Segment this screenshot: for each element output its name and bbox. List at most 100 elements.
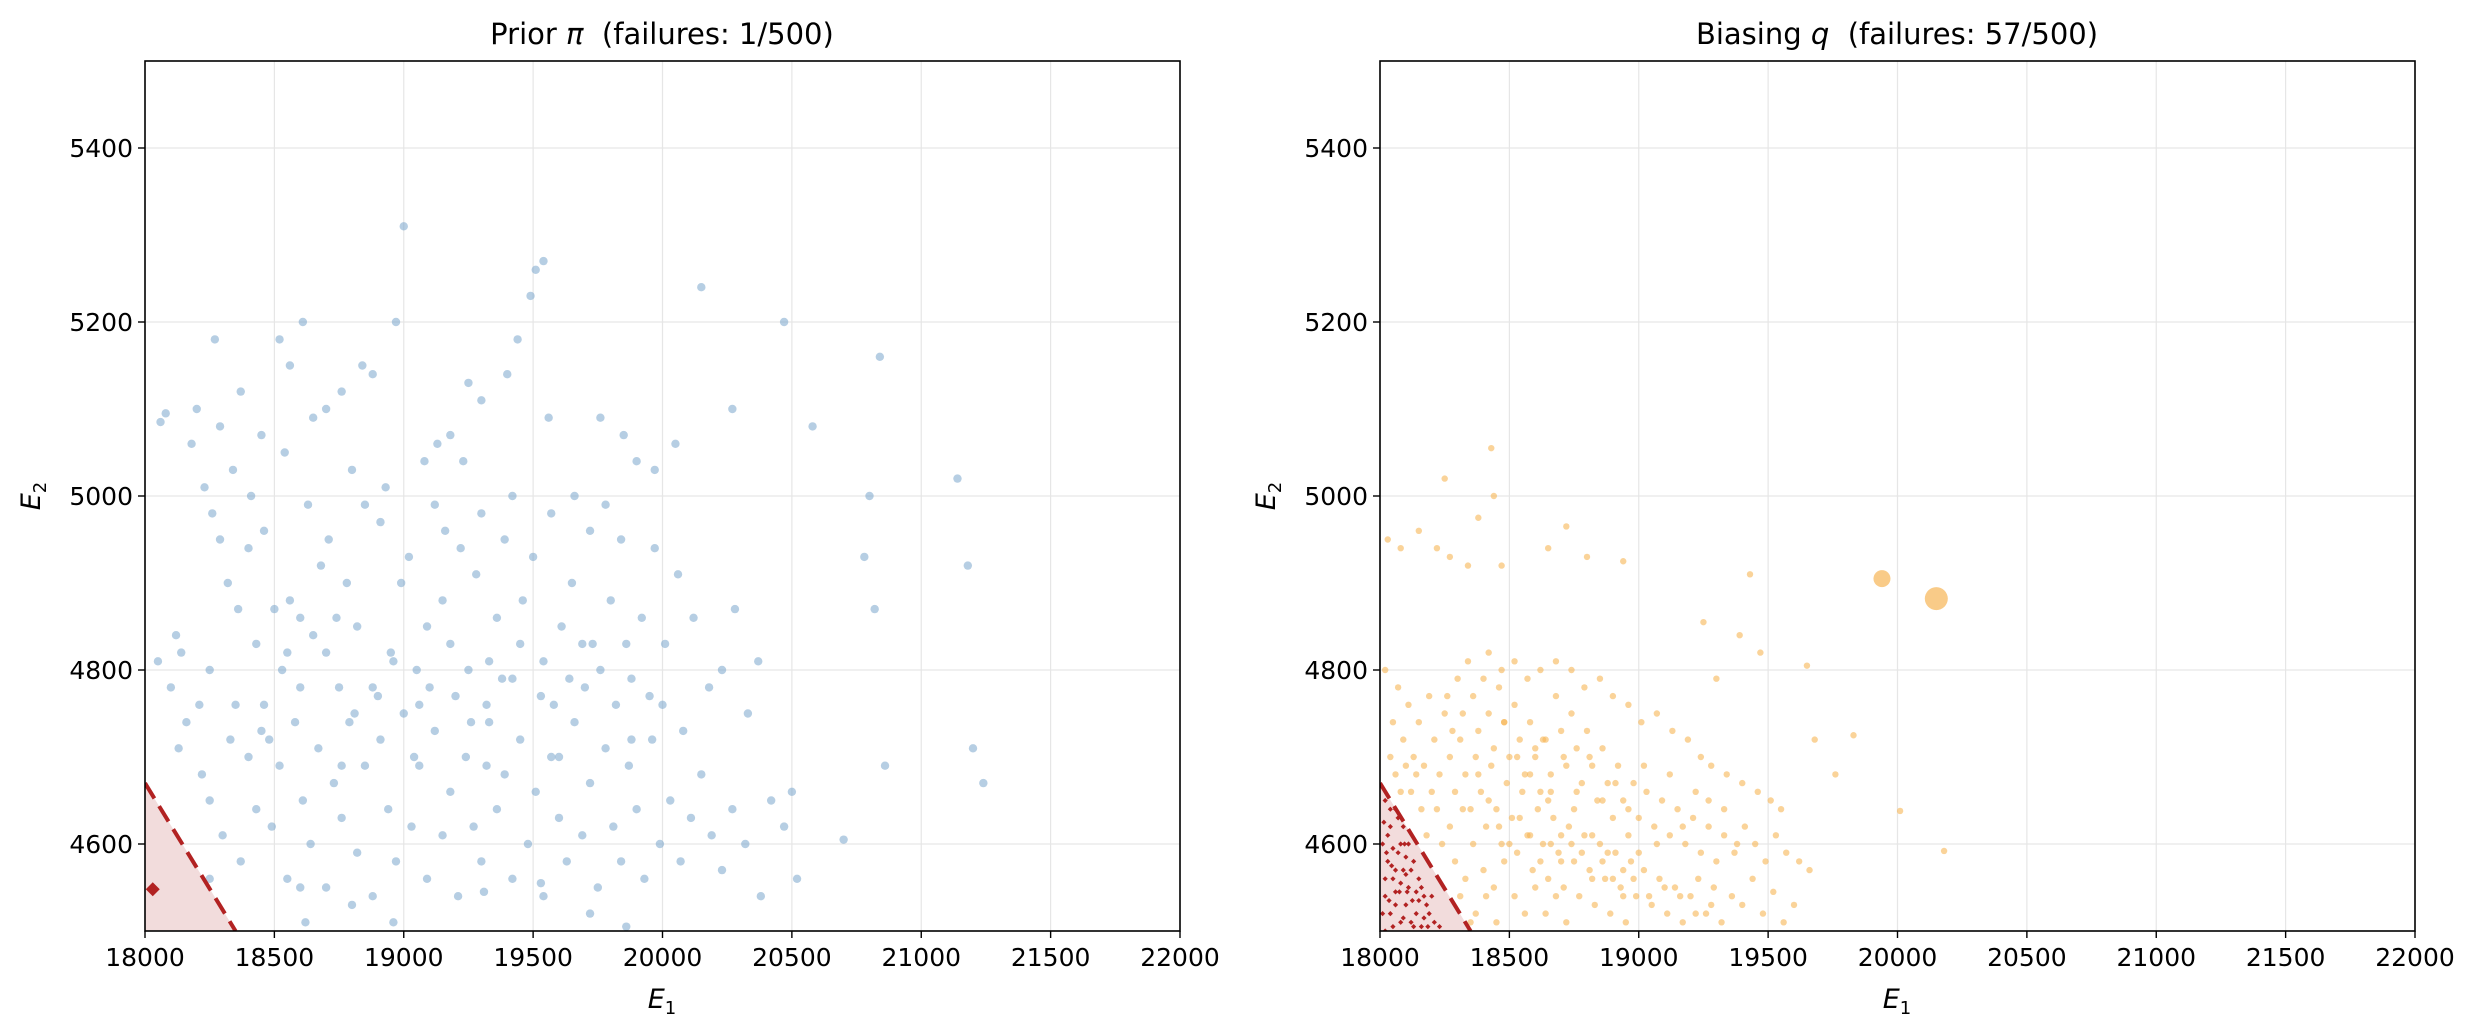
data-point — [979, 778, 988, 788]
data-point — [415, 700, 424, 709]
y-tick-label: 5200 — [69, 308, 133, 337]
data-point — [233, 604, 243, 614]
data-point — [515, 735, 525, 744]
data-point — [531, 265, 540, 274]
data-point — [360, 761, 370, 770]
data-point — [1669, 727, 1676, 735]
data-point — [1425, 692, 1433, 700]
data-point — [1770, 888, 1777, 896]
data-point — [1759, 910, 1767, 917]
data-point — [1850, 732, 1857, 739]
data-point — [171, 631, 181, 640]
data-point — [290, 718, 300, 727]
data-point — [231, 700, 240, 709]
data-point — [1477, 788, 1485, 795]
data-point — [1532, 745, 1539, 752]
data-point — [350, 709, 359, 718]
data-point — [1682, 840, 1689, 848]
data-point — [1583, 727, 1591, 735]
data-point — [1723, 771, 1730, 778]
failure-marker — [1398, 841, 1404, 847]
failure-marker — [1392, 806, 1399, 812]
data-point — [870, 604, 879, 614]
data-point — [1381, 666, 1389, 674]
failure-marker — [1395, 815, 1401, 821]
data-point — [1457, 893, 1464, 900]
data-point — [446, 639, 455, 649]
data-point — [1568, 666, 1575, 674]
data-point — [1537, 858, 1544, 865]
data-point — [205, 874, 214, 883]
data-point — [1653, 710, 1661, 717]
data-point — [1576, 893, 1583, 900]
failure-marker — [1390, 876, 1396, 882]
data-point — [536, 878, 546, 888]
failure-marker — [1380, 911, 1386, 917]
data-point — [497, 674, 507, 683]
data-point — [1547, 840, 1554, 848]
data-point — [1407, 788, 1415, 795]
data-point — [1532, 884, 1539, 891]
data-point — [1586, 753, 1593, 761]
data-point — [717, 665, 727, 675]
data-point — [528, 552, 538, 562]
y-tick-label: 5200 — [1304, 308, 1368, 337]
data-point — [570, 491, 579, 501]
data-point — [1705, 823, 1712, 830]
failure-marker — [1395, 850, 1401, 856]
data-point — [650, 544, 659, 553]
x-tick-label: 18000 — [105, 943, 185, 972]
data-point — [963, 561, 973, 570]
data-point — [536, 691, 546, 701]
data-point — [1588, 762, 1596, 769]
data-point — [728, 404, 737, 414]
data-point — [1475, 727, 1482, 735]
data-point — [368, 683, 377, 692]
data-point — [624, 761, 634, 770]
sample-points — [153, 222, 988, 931]
data-point — [352, 848, 362, 857]
data-point — [953, 474, 962, 483]
data-point — [1790, 901, 1798, 909]
failure-marker — [1392, 902, 1399, 908]
data-point — [1635, 814, 1642, 822]
data-point — [373, 691, 383, 701]
data-point — [345, 718, 354, 727]
data-point — [391, 317, 401, 327]
data-point — [430, 500, 439, 509]
chart-title-prior: Prior π (failures: 1/500) — [490, 17, 834, 51]
data-point — [1537, 788, 1544, 795]
data-point — [484, 718, 494, 727]
data-point — [1498, 666, 1505, 674]
data-point — [1392, 771, 1399, 778]
data-point — [244, 544, 253, 553]
data-point — [469, 822, 478, 831]
data-point — [539, 657, 548, 666]
data-point — [482, 700, 491, 709]
data-point — [539, 892, 548, 901]
data-point — [596, 413, 605, 422]
data-point — [673, 570, 683, 579]
data-point — [1446, 553, 1454, 561]
failure-marker — [1413, 911, 1419, 917]
data-point — [1495, 684, 1503, 691]
data-point — [865, 491, 874, 501]
data-point — [1464, 562, 1472, 569]
data-point — [686, 813, 696, 823]
data-point — [430, 726, 439, 736]
failure-marker — [1383, 850, 1390, 856]
data-point — [285, 596, 295, 605]
data-point — [236, 857, 245, 866]
data-point — [1513, 753, 1521, 761]
data-point — [1560, 884, 1567, 891]
data-point — [1563, 762, 1570, 769]
data-point — [1552, 893, 1560, 900]
data-point — [283, 648, 292, 657]
data-point — [200, 483, 209, 492]
data-point — [645, 691, 654, 701]
data-point — [1697, 849, 1705, 856]
x-tick-label: 19000 — [1599, 943, 1679, 972]
failure-marker — [1398, 919, 1404, 925]
data-point — [205, 665, 214, 675]
